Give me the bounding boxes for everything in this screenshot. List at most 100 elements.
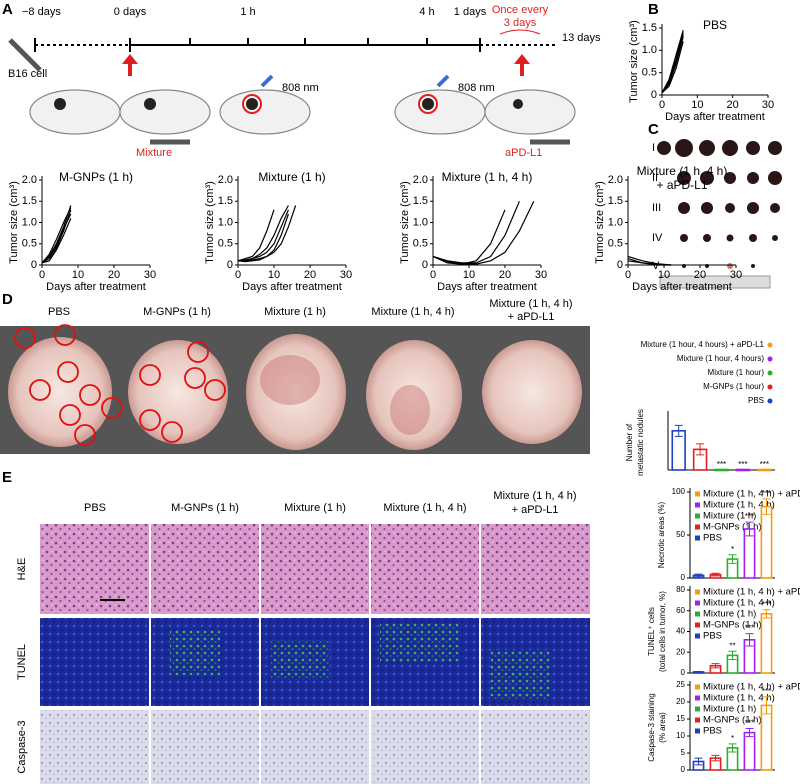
legend-label: PBS — [703, 533, 722, 544]
tumor-curve — [237, 209, 275, 262]
error-bar — [674, 424, 683, 437]
y-axis-label: Tumor size (cm³) — [8, 181, 20, 264]
significance: *** — [745, 512, 754, 521]
column-header: Mixture (1 h) — [264, 306, 326, 318]
y-tick-label: 2.0 — [413, 174, 428, 186]
column-header: + aPD-L1 — [512, 504, 559, 516]
chart-title: Mixture (1 h, 4 h) — [637, 164, 728, 178]
legend-label: Mixture (1 h) — [703, 511, 756, 522]
x-tick-label: 0 — [625, 269, 631, 281]
legend-label: Mixture (1 hour) — [708, 368, 765, 377]
chart-title: Mixture (1 h) — [258, 170, 325, 184]
timeline-label: −8 days — [22, 6, 61, 18]
significance: * — [731, 545, 734, 554]
legend-label: Mixture (1 h) — [703, 609, 756, 620]
column-header: Mixture (1 h, 4 h) — [489, 298, 572, 310]
lung-photos — [0, 324, 590, 454]
legend-marker — [767, 398, 773, 404]
y-tick-label: 0 — [422, 259, 428, 271]
x-tick-label: 30 — [762, 99, 774, 111]
timeline-label: 4 h — [419, 6, 434, 18]
bar — [760, 505, 773, 579]
y-tick-label: 2.0 — [218, 174, 233, 186]
legend-label: PBS — [703, 631, 722, 642]
x-axis-label: Days after treatment — [242, 281, 342, 293]
chart-title: Mixture (1 h, 4 h) — [442, 170, 533, 184]
legend-marker — [695, 600, 700, 606]
timeline-label: 1 days — [454, 6, 487, 18]
timeline-label: 1 h — [240, 6, 255, 18]
panel-label: D — [2, 291, 13, 308]
error-bar — [728, 743, 737, 753]
antibody-label: aPD-L1 — [505, 147, 542, 159]
timeline-graphics — [8, 29, 576, 145]
tumor-curve — [661, 30, 684, 94]
row-header: TUNEL — [16, 644, 28, 680]
y-tick-label: 0.5 — [22, 238, 37, 250]
tumor-curve — [661, 41, 684, 94]
y-tick-label: 5 — [681, 748, 686, 757]
x-axis-label: Days after treatment — [632, 281, 732, 293]
x-tick-label: 30 — [535, 269, 547, 281]
y-axis-label: Tumor size (cm³) — [594, 181, 606, 264]
x-tick-label: 10 — [463, 269, 475, 281]
x-tick-label: 30 — [340, 269, 352, 281]
error-bar — [745, 633, 754, 647]
x-tick-label: 20 — [499, 269, 511, 281]
x-axis-label: Days after treatment — [665, 111, 765, 123]
tumor-curve — [432, 201, 535, 265]
column-header: Mixture (1 h) — [284, 502, 346, 514]
y-axis-label: Tumor size (cm³) — [399, 181, 411, 264]
significance: *** — [717, 460, 726, 469]
significance: *** — [760, 460, 769, 469]
error-bar — [728, 650, 737, 661]
legend-marker — [767, 384, 773, 390]
error-bar — [745, 521, 754, 537]
timeline-label: 0 days — [114, 6, 147, 18]
group-label: V — [652, 260, 660, 272]
y-tick-label: 2.0 — [608, 174, 623, 186]
y-tick-label: 0 — [31, 259, 37, 271]
y-axis-label: Tumor size (cm³) — [628, 20, 640, 103]
x-tick-label: 10 — [658, 269, 670, 281]
legend-label: Mixture (1 h, 4 h) — [703, 693, 775, 704]
legend-marker — [695, 728, 700, 734]
significance: ** — [729, 641, 735, 650]
y-axis-label: Tumor size (cm³) — [204, 181, 216, 264]
x-axis-label: Days after treatment — [46, 281, 146, 293]
error-bar — [711, 754, 720, 762]
tumor-curve — [41, 218, 72, 264]
legend-marker — [695, 491, 700, 497]
legend-label: M-GNPs (1 h) — [703, 620, 762, 631]
y-tick-label: 0.5 — [608, 238, 623, 250]
tumor-curve — [661, 34, 684, 94]
y-tick-label: 0.5 — [218, 238, 233, 250]
tumor-photos — [657, 139, 782, 289]
row-header: Caspase-3 — [16, 720, 28, 773]
legend-label: Mixture (1 h, 4 h) + aPD-L1 — [703, 489, 800, 500]
panel-label: B — [648, 1, 659, 18]
tumor-curve — [237, 213, 289, 263]
y-tick-label: 0 — [617, 259, 623, 271]
column-header: Mixture (1 h, 4 h) — [383, 502, 466, 514]
error-bar — [711, 663, 720, 669]
y-tick-label: 1.5 — [413, 195, 428, 207]
legend-marker — [695, 589, 700, 595]
legend-label: Mixture (1 hour, 4 hours) + aPD-L1 — [641, 340, 765, 349]
tumor-curve — [237, 209, 289, 262]
error-bar — [694, 573, 703, 578]
column-header: PBS — [48, 306, 70, 318]
repeat-label: 3 days — [504, 17, 537, 29]
x-tick-label: 0 — [39, 269, 45, 281]
tumor-curve — [41, 205, 72, 264]
error-bar — [696, 443, 705, 456]
significance: *** — [762, 489, 771, 498]
legend-marker — [695, 633, 700, 639]
x-tick-label: 10 — [691, 99, 703, 111]
group-label: IV — [652, 232, 663, 244]
legend-label: Mixture (1 hour, 4 hours) — [677, 354, 764, 363]
significance: *** — [745, 719, 754, 728]
y-tick-label: 80 — [676, 585, 685, 594]
bar — [743, 731, 756, 771]
